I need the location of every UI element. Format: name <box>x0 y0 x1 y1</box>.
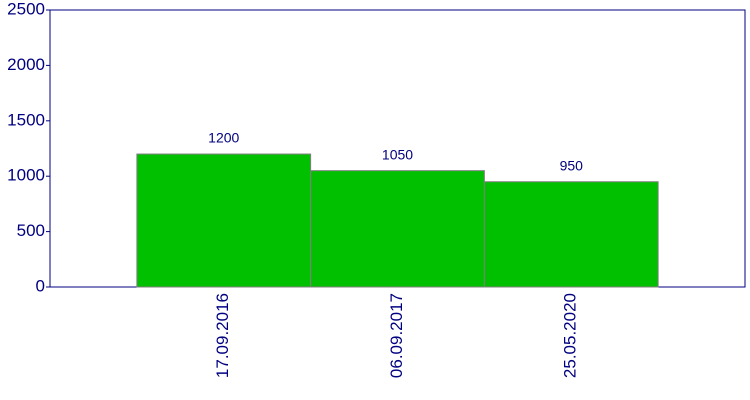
y-tick-label: 2000 <box>7 55 45 74</box>
data-label: 950 <box>560 157 584 173</box>
data-label: 1200 <box>208 130 239 146</box>
x-tick-label: 25.05.2020 <box>561 293 580 378</box>
y-tick-label: 500 <box>17 221 45 240</box>
bar <box>483 181 659 288</box>
y-tick-label: 2500 <box>7 0 45 18</box>
bar <box>136 153 312 288</box>
y-tick-label: 1000 <box>7 166 45 185</box>
x-tick-label: 06.09.2017 <box>387 293 406 378</box>
x-tick-label: 17.09.2016 <box>213 293 232 378</box>
y-tick-label: 1500 <box>7 110 45 129</box>
bar <box>310 170 485 288</box>
y-tick-label: 0 <box>36 276 45 295</box>
data-label: 1050 <box>382 146 413 162</box>
